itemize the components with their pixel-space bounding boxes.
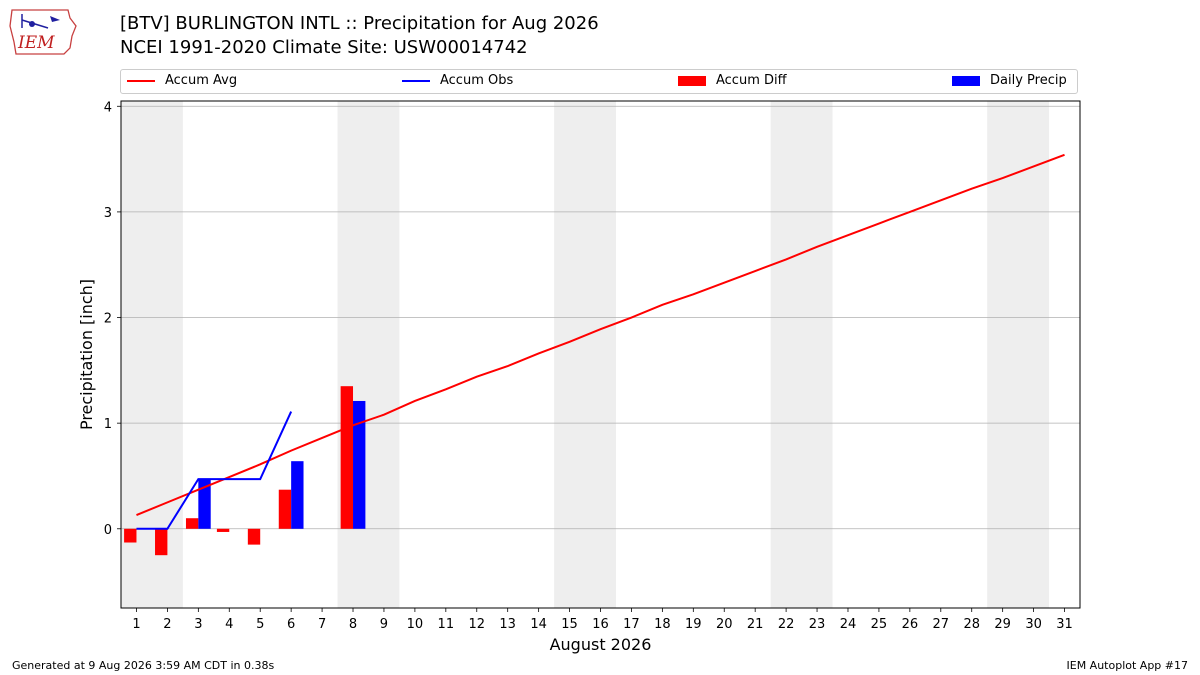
- legend-swatch-diff: [678, 75, 706, 86]
- bar-daily-precip-8: [353, 400, 366, 529]
- x-tick-label-22: 22: [778, 617, 795, 632]
- weekend-shade-3: [770, 101, 833, 608]
- y-tick-label-2: 2: [104, 312, 112, 327]
- y-tick-label-1: 1: [104, 417, 112, 432]
- legend-label-daily-precip: Daily Precip: [990, 73, 1067, 88]
- x-tick-label-5: 5: [256, 617, 264, 632]
- bar-accum-diff-6: [278, 489, 292, 529]
- y-tick-label-3: 3: [104, 206, 112, 221]
- x-tick-label-17: 17: [623, 617, 640, 632]
- x-tick-label-30: 30: [1025, 617, 1042, 632]
- x-tick-label-12: 12: [468, 617, 485, 632]
- x-tick-label-27: 27: [933, 617, 950, 632]
- x-tick-label-21: 21: [747, 617, 764, 632]
- footer-app: IEM Autoplot App #17: [1066, 659, 1189, 672]
- x-tick-label-24: 24: [840, 617, 857, 632]
- legend-label-accum-avg: Accum Avg: [165, 73, 238, 88]
- x-tick-label-14: 14: [530, 617, 547, 632]
- chart-title: [BTV] BURLINGTON INTL :: Precipitation f…: [120, 13, 599, 34]
- y-tick-label-0: 0: [104, 523, 112, 538]
- bar-accum-diff-1: [124, 528, 137, 543]
- x-tick-label-6: 6: [287, 617, 295, 632]
- legend-swatch-avg: [127, 79, 155, 82]
- x-axis-label: August 2026: [550, 635, 652, 654]
- weekend-shade-2: [554, 101, 616, 608]
- footer-generated: Generated at 9 Aug 2026 3:59 AM CDT in 0…: [12, 659, 275, 672]
- bar-accum-diff-2: [155, 528, 168, 556]
- legend: Accum Avg Accum Obs Accum Diff Daily Pre…: [120, 69, 1078, 94]
- bar-accum-diff-4: [216, 528, 230, 532]
- x-tick-label-8: 8: [349, 617, 357, 632]
- bar-daily-precip-3: [198, 479, 211, 529]
- legend-item-accum-obs: Accum Obs: [402, 73, 513, 88]
- legend-item-accum-diff: Accum Diff: [678, 73, 787, 88]
- weekend-shade-1: [337, 101, 400, 608]
- bar-accum-diff-5: [247, 528, 261, 545]
- legend-item-accum-avg: Accum Avg: [127, 73, 237, 88]
- y-tick-label-4: 4: [104, 100, 112, 115]
- iem-logo: IEM: [9, 9, 77, 55]
- x-tick-label-10: 10: [407, 617, 424, 632]
- x-tick-label-11: 11: [438, 617, 455, 632]
- line-accum-avg: [136, 153, 1065, 516]
- logo-text: IEM: [17, 33, 55, 53]
- x-tick-label-26: 26: [902, 617, 919, 632]
- x-tick-label-25: 25: [871, 617, 888, 632]
- legend-swatch-daily: [952, 75, 980, 86]
- legend-label-accum-diff: Accum Diff: [716, 73, 787, 88]
- x-tick-label-18: 18: [654, 617, 671, 632]
- chart-subtitle: NCEI 1991-2020 Climate Site: USW00014742: [120, 37, 528, 58]
- x-tick-label-19: 19: [685, 617, 702, 632]
- bar-accum-diff-8: [340, 386, 354, 529]
- x-tick-label-7: 7: [318, 617, 326, 632]
- x-tick-label-13: 13: [499, 617, 516, 632]
- line-accum-obs: [136, 411, 293, 530]
- x-tick-label-3: 3: [194, 617, 202, 632]
- legend-item-daily-precip: Daily Precip: [952, 73, 1067, 88]
- x-tick-label-31: 31: [1056, 617, 1073, 632]
- x-tick-label-16: 16: [592, 617, 609, 632]
- x-tick-label-15: 15: [561, 617, 578, 632]
- weekend-shade-0: [121, 101, 183, 608]
- bar-accum-diff-3: [185, 518, 199, 529]
- x-tick-label-4: 4: [225, 617, 233, 632]
- x-tick-label-2: 2: [163, 617, 171, 632]
- x-tick-label-29: 29: [994, 617, 1011, 632]
- x-tick-label-20: 20: [716, 617, 733, 632]
- bar-daily-precip-6: [291, 461, 304, 529]
- legend-label-accum-obs: Accum Obs: [440, 73, 514, 88]
- x-tick-label-9: 9: [380, 617, 388, 632]
- y-axis-label: Precipitation [inch]: [77, 279, 96, 430]
- weekend-shade-4: [987, 101, 1050, 608]
- legend-swatch-obs: [402, 79, 430, 82]
- x-tick-label-1: 1: [132, 617, 140, 632]
- x-tick-label-28: 28: [963, 617, 980, 632]
- x-tick-label-23: 23: [809, 617, 826, 632]
